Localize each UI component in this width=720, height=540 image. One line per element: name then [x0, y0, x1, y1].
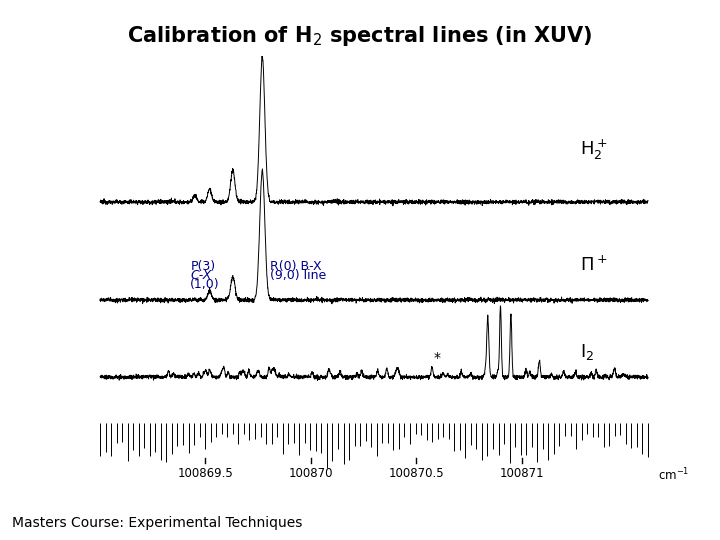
Text: 100870.5: 100870.5	[388, 467, 444, 480]
Text: 100871: 100871	[499, 467, 544, 480]
Text: R(0) B-X: R(0) B-X	[270, 260, 322, 273]
Text: H$_2^+$: H$_2^+$	[580, 138, 608, 162]
Text: 100869.5: 100869.5	[178, 467, 233, 480]
Text: cm$^{-1}$: cm$^{-1}$	[658, 467, 690, 484]
Text: $\Pi^+$: $\Pi^+$	[580, 255, 608, 275]
Text: (1,0): (1,0)	[190, 278, 220, 291]
Text: Calibration of H$_2$ spectral lines (in XUV): Calibration of H$_2$ spectral lines (in …	[127, 24, 593, 48]
Text: C-X: C-X	[190, 269, 212, 282]
Text: I$_2$: I$_2$	[580, 342, 594, 362]
Text: Masters Course: Experimental Techniques: Masters Course: Experimental Techniques	[12, 516, 302, 530]
Text: (9,0) line: (9,0) line	[270, 269, 327, 282]
Text: *: *	[433, 351, 441, 365]
Text: P(3): P(3)	[190, 260, 215, 273]
Text: 100870: 100870	[289, 467, 333, 480]
